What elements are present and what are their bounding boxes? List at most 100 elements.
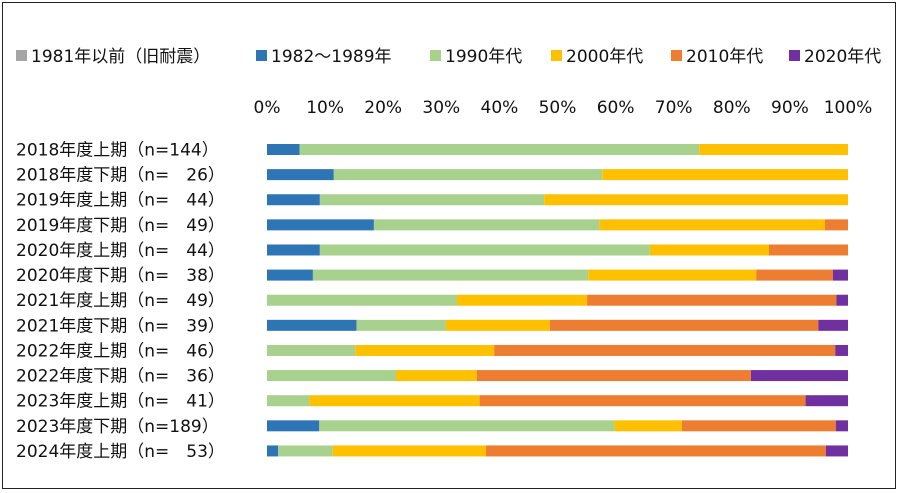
legend-swatch [789, 50, 800, 61]
stacked-bar-chart: 1981年以前（旧耐震） 1982～1989年 1990年代 2000年代 2010年代… [16, 47, 881, 462]
bar-segment [818, 319, 848, 331]
bar-row [267, 194, 848, 206]
bar-segment [267, 144, 300, 155]
bar-segment [832, 269, 848, 281]
bar-segment [588, 269, 757, 281]
bar-row [267, 370, 848, 382]
bar-segment [333, 169, 603, 181]
category-label: 2019年度上期（n= 44） [16, 191, 225, 211]
bar-segment [825, 445, 848, 457]
legend-label: 1981年以前（旧耐震） [31, 47, 210, 67]
bar-row [267, 294, 848, 306]
legend-swatch [671, 50, 682, 61]
bar-segment [267, 294, 457, 306]
x-tick-label: 90% [771, 98, 809, 118]
legend-item: 1982～1989年 [256, 47, 392, 67]
bar-segment [309, 395, 480, 407]
bar-segment [278, 445, 333, 457]
bar-segment [649, 244, 769, 256]
legend-item: 1981年以前（旧耐震） [16, 47, 210, 67]
bar-row [267, 144, 848, 155]
legend-swatch [16, 50, 27, 61]
x-tick-label: 100% [824, 98, 873, 118]
category-label: 2024年度上期（n= 53） [16, 442, 225, 462]
bar-segment [356, 319, 446, 331]
bar-segment [599, 219, 825, 231]
bar-row [267, 244, 848, 256]
bar-segment [602, 169, 848, 181]
bar-segment [319, 244, 650, 256]
bar-segment [319, 194, 545, 206]
x-tick-label: 50% [539, 98, 577, 118]
legend-swatch [256, 50, 267, 61]
x-tick-label: 30% [422, 98, 460, 118]
bar-segment [835, 344, 848, 356]
x-axis-ticks: 0% 10% 20% 30% 40% 50% 60% 70% 80% 90% 100% [254, 98, 873, 118]
bar-segment [805, 395, 848, 407]
bar-row [267, 219, 848, 231]
bar-segment [312, 269, 589, 281]
legend-label: 2000年代 [566, 47, 643, 67]
bar-row [267, 344, 848, 356]
category-label: 2020年度下期（n= 38） [16, 266, 225, 286]
bar-segment [267, 319, 357, 331]
bar-segment [267, 244, 320, 256]
x-tick-label: 0% [254, 98, 281, 118]
legend-swatch [551, 50, 562, 61]
x-tick-label: 60% [597, 98, 635, 118]
bar-segment [319, 420, 615, 432]
bar-segment [395, 370, 477, 382]
x-tick-label: 40% [481, 98, 519, 118]
bar-segment [756, 269, 833, 281]
bar-segment [614, 420, 682, 432]
bar-segment [486, 445, 826, 457]
bar-segment [476, 370, 751, 382]
bar-segment [750, 370, 848, 382]
bar-row [267, 445, 848, 457]
legend-item: 2000年代 [551, 47, 643, 67]
category-label: 2020年度上期（n= 44） [16, 241, 225, 261]
bar-segment [681, 420, 836, 432]
bar-segment [267, 420, 320, 432]
bar-segment [267, 194, 320, 206]
bar-row [267, 420, 848, 432]
bar-segment [549, 319, 819, 331]
bar-row [267, 169, 848, 181]
bar-segment [332, 445, 487, 457]
category-label: 2021年度下期（n= 39） [16, 316, 225, 336]
bar-segment [267, 370, 396, 382]
bar-row [267, 395, 848, 407]
bar-segment [835, 420, 848, 432]
legend-item: 2020年代 [789, 47, 881, 67]
bar-segment [267, 269, 313, 281]
legend: 1981年以前（旧耐震） 1982～1989年 1990年代 2000年代 2010年代… [16, 47, 881, 67]
category-label: 2023年度下期（n=189） [16, 417, 219, 437]
x-tick-label: 20% [364, 98, 402, 118]
category-label: 2021年度上期（n= 49） [16, 291, 225, 311]
bar-segment [267, 445, 279, 457]
bar-segment [355, 344, 495, 356]
bar-segment [267, 395, 310, 407]
x-tick-label: 80% [713, 98, 751, 118]
bar-segment [824, 219, 848, 231]
category-label: 2022年度下期（n= 36） [16, 367, 225, 387]
bar-segment [587, 294, 837, 306]
legend-label: 2010年代 [686, 47, 763, 67]
bar-segment [373, 219, 600, 231]
category-label: 2018年度下期（n= 26） [16, 166, 225, 186]
category-label: 2019年度下期（n= 49） [16, 216, 225, 236]
legend-label: 1990年代 [445, 47, 522, 67]
bar-segment [544, 194, 848, 206]
bar-segment [299, 144, 700, 155]
x-tick-label: 10% [306, 98, 344, 118]
bar-segment [479, 395, 806, 407]
legend-swatch [430, 50, 441, 61]
bar-segment [456, 294, 588, 306]
bar-segment [267, 344, 356, 356]
bar-segment [445, 319, 550, 331]
category-labels: 2018年度上期（n=144） 2018年度下期（n= 26） 2019年度上期（n… [16, 141, 225, 462]
bars [267, 144, 848, 457]
bar-segment [267, 219, 374, 231]
x-tick-label: 70% [655, 98, 693, 118]
